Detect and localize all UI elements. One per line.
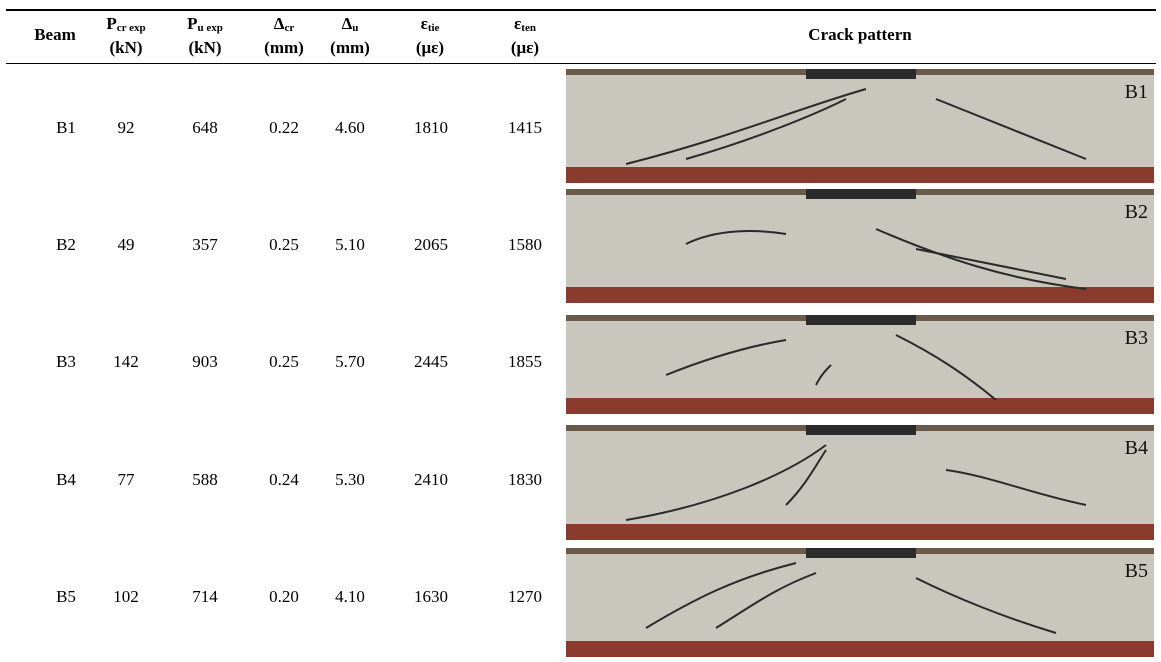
beam-id: B3 xyxy=(56,352,76,372)
table-cell: 903 xyxy=(192,352,218,372)
table-cell: 1810 xyxy=(414,118,448,138)
header-symbol: P xyxy=(187,14,197,33)
table-cell: 77 xyxy=(118,470,135,490)
top-rule xyxy=(6,9,1156,11)
table-cell: 4.60 xyxy=(335,118,365,138)
table-cell: 142 xyxy=(113,352,139,372)
header-cell: Beam xyxy=(20,25,90,44)
table-cell: 5.30 xyxy=(335,470,365,490)
table-cell: 1270 xyxy=(508,587,542,607)
header-symbol: ε xyxy=(421,14,428,33)
table-cell: 1630 xyxy=(414,587,448,607)
header-unit: (με) xyxy=(511,38,539,57)
table-cell: 1415 xyxy=(508,118,542,138)
table-cell: 2065 xyxy=(414,235,448,255)
photo-label: B2 xyxy=(1125,201,1148,224)
header-unit: (mm) xyxy=(330,38,370,57)
beam-id: B1 xyxy=(56,118,76,138)
table-cell: 648 xyxy=(192,118,218,138)
header-symbol: Δ xyxy=(342,14,353,33)
photo-label: B4 xyxy=(1125,437,1148,460)
header-subscript: u exp xyxy=(198,22,223,34)
photo-label: B3 xyxy=(1125,327,1148,350)
table-cell: 5.10 xyxy=(335,235,365,255)
header-symbol: Beam xyxy=(34,25,76,44)
header-cell: Pcr exp (kN) xyxy=(96,14,156,57)
header-cell: Pu exp (kN) xyxy=(177,14,233,57)
table-cell: 0.25 xyxy=(269,352,299,372)
crack-photo: B1 xyxy=(566,69,1154,183)
table-cell: 92 xyxy=(118,118,135,138)
crack-photo: B4 xyxy=(566,425,1154,540)
crack-photo: B2 xyxy=(566,189,1154,303)
table-cell: 2410 xyxy=(414,470,448,490)
header-subscript: tie xyxy=(428,22,440,34)
table-cell: 714 xyxy=(192,587,218,607)
beam-id: B5 xyxy=(56,587,76,607)
header-symbol: Crack pattern xyxy=(808,25,911,44)
photo-label: B5 xyxy=(1125,560,1148,583)
header-subscript: u xyxy=(352,22,358,34)
header-cell: εten(με) xyxy=(496,14,554,57)
table-cell: 1830 xyxy=(508,470,542,490)
photo-image xyxy=(566,425,1154,540)
photo-image xyxy=(566,189,1154,303)
table-cell: 0.25 xyxy=(269,235,299,255)
table-cell: 0.22 xyxy=(269,118,299,138)
table-cell: 588 xyxy=(192,470,218,490)
page: {"table": { "header": [ {"main": "Beam"}… xyxy=(0,0,1161,657)
header-cell: Δu (mm) xyxy=(322,14,378,57)
header-rule xyxy=(6,63,1156,64)
header-unit: (με) xyxy=(416,38,444,57)
header-subscript: cr xyxy=(284,22,294,34)
header-symbol: Δ xyxy=(274,14,285,33)
table-cell: 0.20 xyxy=(269,587,299,607)
header-cell: Δcr (mm) xyxy=(258,14,310,57)
table-cell: 49 xyxy=(118,235,135,255)
header-symbol: P xyxy=(106,14,116,33)
header-subscript: cr exp xyxy=(117,22,146,34)
beam-id: B2 xyxy=(56,235,76,255)
table-cell: 5.70 xyxy=(335,352,365,372)
table-cell: 2445 xyxy=(414,352,448,372)
photo-image xyxy=(566,315,1154,414)
header-subscript: ten xyxy=(521,22,536,34)
header-unit: (kN) xyxy=(109,38,142,57)
photo-image xyxy=(566,548,1154,657)
photo-label: B1 xyxy=(1125,81,1148,104)
beam-id: B4 xyxy=(56,470,76,490)
header-cell: Crack pattern xyxy=(566,25,1154,44)
crack-photo: B5 xyxy=(566,548,1154,657)
photo-image xyxy=(566,69,1154,183)
table-cell: 357 xyxy=(192,235,218,255)
table-cell: 102 xyxy=(113,587,139,607)
table-cell: 4.10 xyxy=(335,587,365,607)
header-cell: εtie (με) xyxy=(402,14,458,57)
header-unit: (mm) xyxy=(264,38,304,57)
crack-photo: B3 xyxy=(566,315,1154,414)
table-cell: 1580 xyxy=(508,235,542,255)
table-cell: 1855 xyxy=(508,352,542,372)
table-cell: 0.24 xyxy=(269,470,299,490)
header-unit: (kN) xyxy=(188,38,221,57)
